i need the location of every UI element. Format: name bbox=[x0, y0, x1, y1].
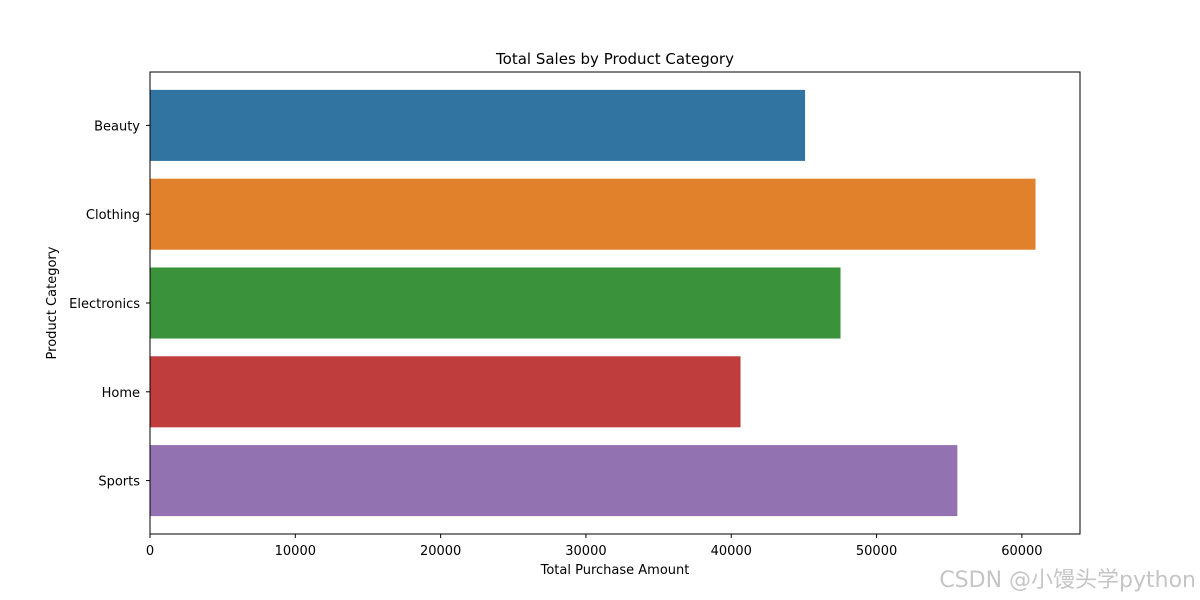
y-tick-label: Clothing bbox=[86, 208, 140, 223]
bar-beauty bbox=[150, 89, 806, 161]
bar-clothing bbox=[150, 178, 1036, 250]
x-tick-label: 40000 bbox=[711, 544, 752, 559]
x-axis-label: Total Purchase Amount bbox=[540, 563, 690, 578]
chart-title: Total Sales by Product Category bbox=[495, 50, 734, 68]
bar-home bbox=[150, 356, 741, 428]
x-tick-label: 0 bbox=[146, 544, 154, 559]
bar-electronics bbox=[150, 267, 841, 339]
x-tick-label: 30000 bbox=[565, 544, 606, 559]
x-tick-label: 60000 bbox=[1001, 544, 1042, 559]
x-axis-ticks: 0 10000 20000 30000 40000 50000 60000 bbox=[146, 534, 1043, 559]
y-tick-label: Beauty bbox=[94, 119, 140, 134]
y-axis-ticks: Beauty Clothing Electronics Home Sports bbox=[69, 119, 150, 490]
watermark: CSDN @小馒头学python bbox=[939, 568, 1196, 593]
x-tick-label: 50000 bbox=[856, 544, 897, 559]
y-tick-label: Sports bbox=[98, 475, 140, 490]
bar-sports bbox=[150, 445, 958, 517]
x-tick-label: 20000 bbox=[420, 544, 461, 559]
y-axis-label: Product Category bbox=[45, 246, 60, 359]
x-tick-label: 10000 bbox=[275, 544, 316, 559]
bars-group bbox=[150, 89, 1036, 517]
y-tick-label: Home bbox=[102, 386, 140, 401]
y-tick-label: Electronics bbox=[69, 297, 140, 312]
